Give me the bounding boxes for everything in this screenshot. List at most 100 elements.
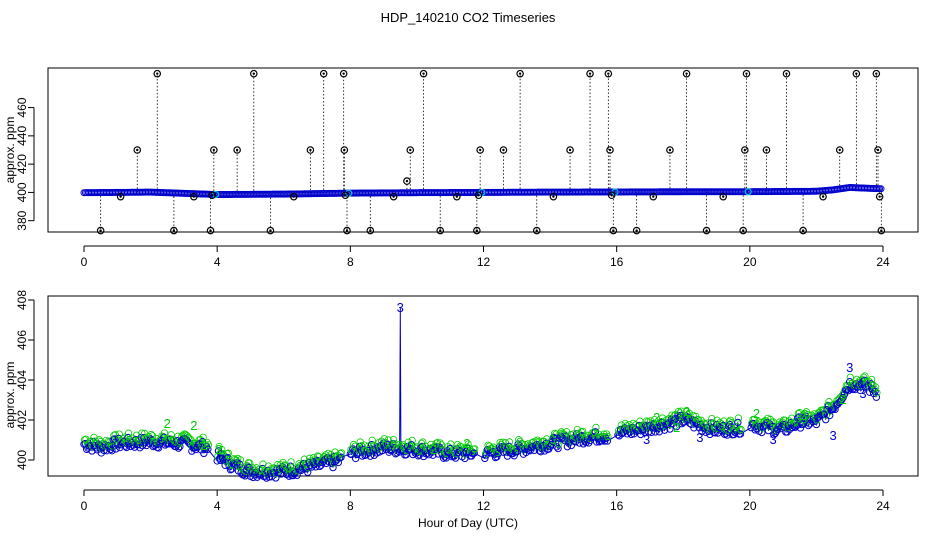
spike-point-center [610, 194, 613, 197]
spike-point [852, 69, 861, 78]
spike-point [476, 146, 484, 154]
data-point-alt [433, 439, 442, 447]
data-point-alt [287, 458, 295, 466]
data-point-alt [115, 430, 123, 438]
data-point-alt [368, 436, 376, 444]
spike-point [604, 69, 613, 78]
spike-point-center [439, 229, 442, 232]
data-point [563, 442, 572, 451]
spike-point-center [607, 72, 610, 75]
bottom-y-tick-label: 404 [15, 370, 29, 390]
data-point [414, 452, 422, 460]
data-point [108, 446, 116, 455]
data-point-alt [708, 414, 716, 423]
data-point [470, 449, 478, 457]
data-point-alt [781, 416, 789, 424]
bottom-y-tick-label: 400 [15, 450, 29, 470]
spike-point [762, 146, 771, 154]
spike-point [877, 226, 886, 235]
spike-point-center [344, 194, 347, 197]
data-point-alt [338, 449, 346, 457]
spike-point [366, 226, 375, 235]
spike-point [874, 146, 882, 154]
spike-point-center [518, 72, 522, 75]
spike-point-center [535, 229, 538, 232]
data-point-alt [519, 440, 527, 448]
spike-point [872, 69, 881, 78]
data-point [650, 420, 658, 428]
spike-point-center [210, 194, 214, 197]
spike-point-center [322, 72, 325, 75]
spike-point [306, 146, 315, 154]
data-point-alt [377, 437, 386, 445]
data-point [236, 460, 244, 468]
spike-point [741, 146, 749, 154]
spike-point [116, 192, 125, 201]
data-point-alt [380, 435, 388, 443]
data-point [822, 415, 830, 424]
data-point-alt [869, 381, 877, 389]
spike-point [682, 69, 691, 78]
spike-point [649, 192, 658, 201]
spike-point [742, 69, 751, 78]
data-point-alt [712, 424, 720, 432]
spike-point [473, 226, 481, 235]
spike-point-center [743, 148, 747, 152]
data-point [304, 468, 312, 476]
top-x-tick-label: 16 [610, 255, 624, 269]
spike-point [170, 226, 178, 235]
data-point-alt [754, 418, 763, 426]
spike-point [319, 69, 328, 78]
spike-point-center [652, 195, 655, 198]
spike-point-center [343, 148, 346, 152]
bottom-x-tick-label: 16 [610, 499, 624, 513]
data-point-alt [551, 429, 559, 437]
data-point [298, 464, 307, 472]
data-point [715, 423, 723, 431]
bottom-x-tick-label: 12 [477, 499, 491, 513]
spike-point [210, 146, 218, 154]
spike-point-center [635, 229, 638, 232]
spike-point [340, 146, 349, 154]
point-label: 3 [643, 432, 650, 447]
spike-point [607, 191, 616, 200]
spike-point [403, 177, 411, 185]
data-point [860, 376, 869, 385]
data-point [796, 424, 805, 432]
point-label: 2 [673, 420, 680, 435]
spike-point [739, 226, 747, 235]
spike-point-center [235, 148, 239, 152]
data-point-alt [204, 441, 213, 449]
data-point-alt [592, 423, 600, 431]
data-point-alt [336, 449, 344, 458]
spike-point [406, 146, 415, 154]
panel-top: 0 4 8 12 16 20 24 380 400 420 440 460 approx. ppm [3, 67, 919, 269]
point-label: 2 [683, 404, 690, 419]
x-axis-label: Hour of Day (UTC) [418, 516, 518, 530]
spike-point-center [588, 72, 592, 75]
data-point-alt [861, 372, 869, 380]
data-point [736, 430, 745, 438]
data-point-alt [439, 446, 447, 454]
spike-point [702, 226, 711, 235]
spike-label: 3 [397, 300, 404, 315]
data-point [112, 445, 120, 453]
data-point-alt [218, 445, 226, 454]
data-point-alt [419, 438, 427, 446]
spike-point [339, 69, 348, 78]
data-point [366, 452, 375, 460]
data-point-alt [259, 460, 267, 468]
data-point-alt [737, 425, 745, 434]
data-point [308, 463, 316, 471]
spike-point-center [785, 72, 788, 75]
data-point [154, 444, 163, 452]
data-point [329, 463, 337, 472]
spike-point-center [741, 229, 745, 232]
point-label: 2 [190, 418, 197, 433]
data-point-alt [227, 461, 235, 469]
spike-point-center [838, 148, 841, 152]
spike-point-center [369, 229, 372, 232]
spike-point [799, 226, 807, 235]
spike-point [389, 192, 398, 201]
